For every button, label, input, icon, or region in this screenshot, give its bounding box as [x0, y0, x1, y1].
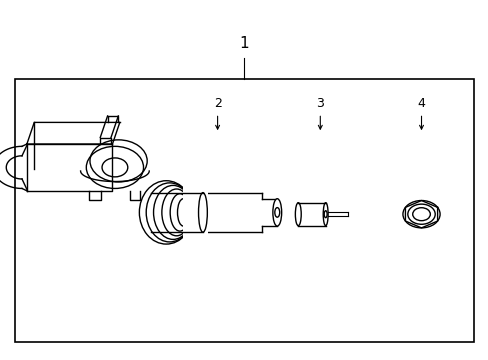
- Ellipse shape: [295, 203, 301, 226]
- Bar: [183, 176, 207, 248]
- Text: 2: 2: [213, 97, 221, 110]
- Text: 4: 4: [417, 97, 425, 110]
- Text: 1: 1: [239, 36, 249, 51]
- Ellipse shape: [272, 199, 281, 226]
- Text: 3: 3: [316, 97, 324, 110]
- Ellipse shape: [198, 193, 207, 232]
- Ellipse shape: [323, 203, 327, 226]
- Bar: [15, 79, 473, 342]
